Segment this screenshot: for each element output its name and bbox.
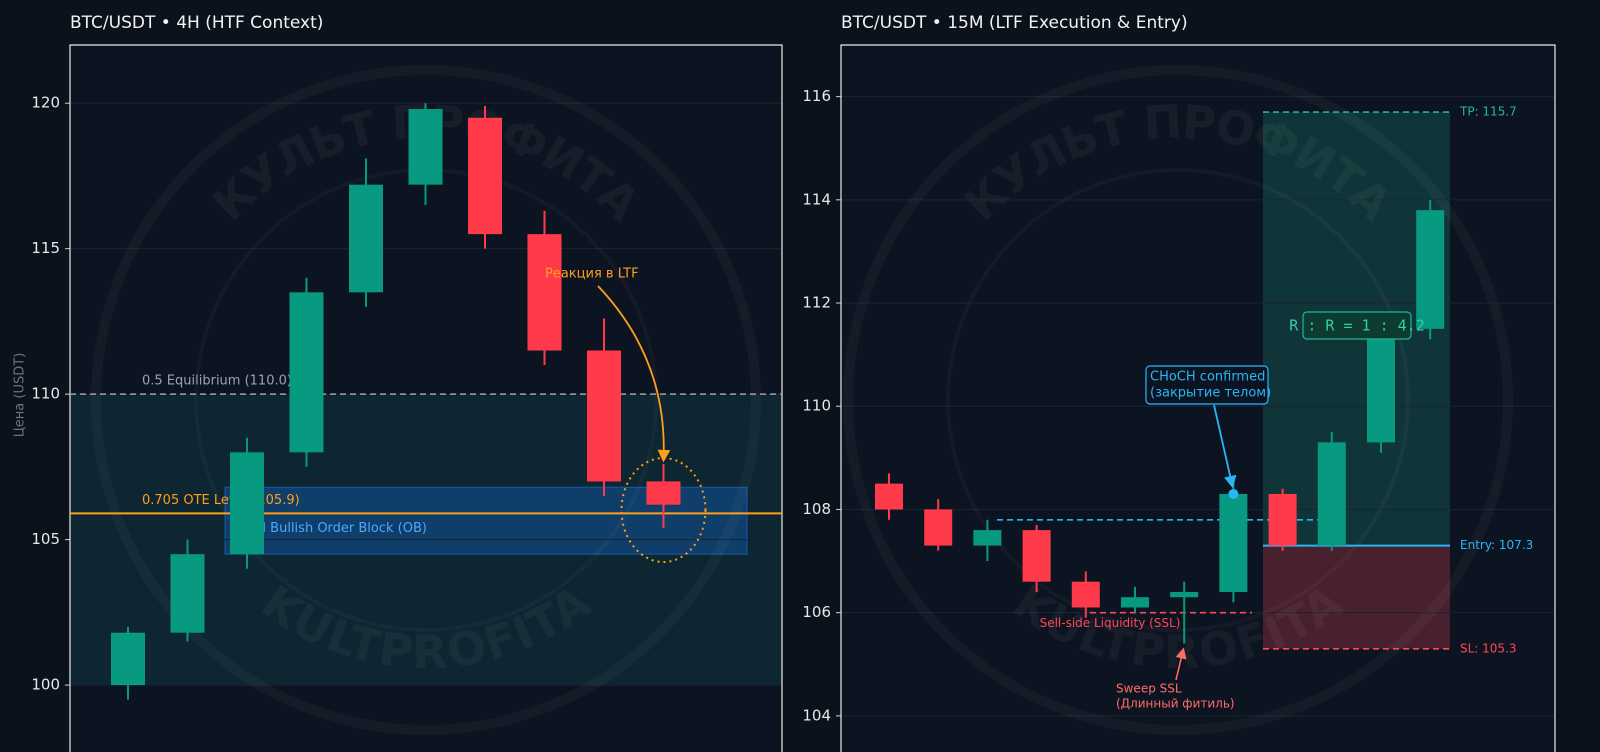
candle-body	[289, 292, 324, 453]
rr-label: R : R = 1 : 4.2	[1289, 317, 1424, 335]
y-tick-label: 105	[31, 530, 60, 548]
level-label: SL: 105.3	[1460, 641, 1517, 655]
callout-arrow	[1175, 647, 1187, 681]
callout-text: Sweep SSL	[1116, 682, 1182, 696]
callout-text: Реакция в LTF	[545, 267, 639, 282]
y-tick-label: 112	[802, 294, 831, 312]
candle-body	[587, 350, 621, 482]
callout-text: (закрытие телом)	[1150, 386, 1271, 401]
candle-body	[1219, 493, 1248, 593]
candle-body	[1170, 592, 1199, 598]
level-label: Sell-side Liquidity (SSL)	[1040, 616, 1181, 630]
plot-frame	[69, 44, 783, 752]
risk-zone	[1263, 545, 1450, 649]
candle-body	[875, 483, 903, 510]
chart-title: BTC/USDT • 4H (HTF Context)	[70, 13, 323, 33]
y-tick-label: 114	[802, 190, 831, 208]
y-tick-label: 108	[802, 500, 831, 518]
callout-box	[1145, 365, 1269, 405]
y-tick-label: 110	[802, 397, 831, 415]
callout-text: CHoCH confirmed	[1150, 370, 1265, 385]
y-tick-label: 120	[31, 94, 60, 112]
candle-body	[1416, 210, 1445, 329]
candle-body	[924, 509, 953, 546]
level-label: Entry: 107.3	[1460, 538, 1533, 552]
candle-body	[468, 117, 502, 235]
callout-arrow	[597, 285, 671, 463]
rr-box	[1302, 311, 1412, 340]
candle-body	[1317, 442, 1346, 546]
y-axis-label: Цена (USDT)	[13, 353, 28, 438]
callout-arrow	[1213, 404, 1237, 489]
candle-body	[1121, 597, 1149, 608]
candle-body	[111, 632, 145, 686]
y-tick-label: 106	[802, 603, 831, 621]
y-tick-label: 115	[31, 239, 60, 257]
candle-body	[1268, 493, 1297, 546]
level-label: 0.705 OTE Level (105.9)	[142, 493, 300, 508]
candle-body	[973, 530, 1002, 546]
candle-body	[1367, 339, 1395, 443]
candle-body	[1022, 530, 1051, 582]
y-tick-label: 116	[802, 87, 831, 105]
candle-body	[646, 481, 681, 505]
chart-title: BTC/USDT • 15M (LTF Execution & Entry)	[841, 13, 1188, 33]
candle-body	[408, 109, 443, 185]
candle-body	[230, 452, 264, 555]
level-label: TP: 115.7	[1459, 105, 1517, 119]
level-label: 0.5 Equilibrium (110.0)	[142, 374, 292, 389]
candle-body	[1071, 581, 1100, 608]
callout-text: (Длинный фитиль)	[1116, 697, 1235, 711]
candle-body	[527, 234, 562, 351]
choch-point	[1228, 488, 1239, 499]
candle-body	[349, 184, 383, 293]
order-block-label: 4H Bullish Order Block (OB)	[248, 521, 427, 536]
candle-body	[170, 554, 205, 633]
y-tick-label: 110	[31, 385, 60, 403]
reaction-circle	[620, 457, 707, 563]
y-tick-label: 100	[31, 676, 60, 694]
y-tick-label: 104	[802, 706, 831, 724]
plot-frame	[840, 44, 1556, 752]
